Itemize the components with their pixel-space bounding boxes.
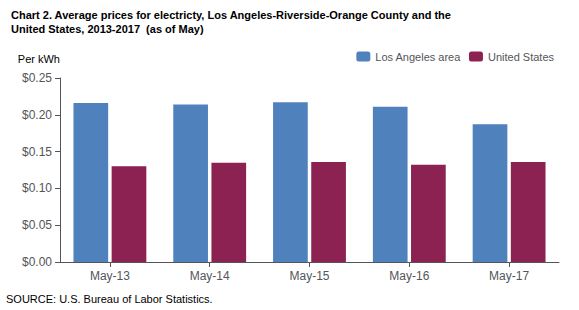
svg-text:Per kWh: Per kWh bbox=[18, 53, 60, 65]
svg-text:$0.20: $0.20 bbox=[22, 108, 52, 122]
svg-text:May-16: May-16 bbox=[389, 269, 429, 283]
svg-text:$0.10: $0.10 bbox=[22, 181, 52, 195]
svg-text:Chart 2. Average prices for el: Chart 2. Average prices for electricty, … bbox=[11, 9, 451, 21]
svg-text:May-13: May-13 bbox=[90, 269, 130, 283]
svg-text:$0.25: $0.25 bbox=[22, 71, 52, 85]
svg-text:$0.05: $0.05 bbox=[22, 218, 52, 232]
svg-text:United States, 2013-2017 (as: United States, 2013-2017 (as of May) bbox=[11, 23, 204, 35]
svg-text:May-17: May-17 bbox=[489, 269, 529, 283]
svg-text:May-14: May-14 bbox=[190, 269, 230, 283]
svg-text:Los Angeles area: Los Angeles area bbox=[375, 51, 461, 63]
svg-text:United States: United States bbox=[488, 51, 555, 63]
svg-text:$0.15: $0.15 bbox=[22, 145, 52, 159]
svg-text:$0.00: $0.00 bbox=[22, 255, 52, 269]
svg-text:May-15: May-15 bbox=[289, 269, 329, 283]
svg-text:SOURCE: U.S. Bureau of Labor S: SOURCE: U.S. Bureau of Labor Statistics. bbox=[6, 293, 213, 305]
